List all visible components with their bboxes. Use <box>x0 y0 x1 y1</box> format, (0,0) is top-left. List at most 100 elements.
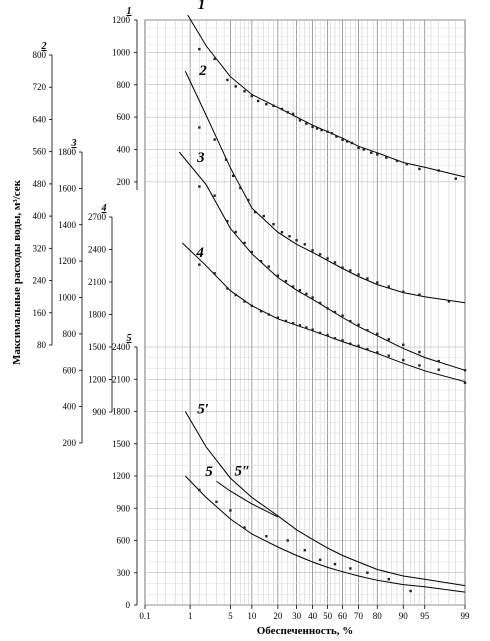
data-point <box>226 78 229 82</box>
data-point <box>305 326 308 329</box>
data-point <box>362 148 365 151</box>
data-point <box>366 571 369 574</box>
y-tick-label: 1000 <box>58 293 77 303</box>
data-point <box>349 319 352 323</box>
y-tick-label: 720 <box>33 82 47 92</box>
data-point <box>447 300 451 303</box>
y-tick-label: 480 <box>33 179 47 189</box>
x-tick-label: 30 <box>292 611 302 621</box>
x-tick-label: 50 <box>323 611 333 621</box>
data-point <box>276 274 280 277</box>
curve-4 <box>182 242 466 383</box>
y-tick-label: 1500 <box>88 342 107 352</box>
data-point <box>318 253 322 256</box>
y-tick-label: 2400 <box>88 245 107 255</box>
y-tick-label: 900 <box>117 503 131 513</box>
data-point <box>267 265 271 268</box>
data-point <box>272 104 275 108</box>
data-point <box>350 141 354 145</box>
data-point <box>298 289 302 292</box>
y-tick-label: 1000 <box>112 47 131 57</box>
data-point <box>387 285 390 288</box>
data-point <box>402 290 405 294</box>
y-tick-label: 400 <box>63 402 77 412</box>
y-tick-label: 400 <box>33 211 47 221</box>
y-tick-label: 1600 <box>58 183 77 193</box>
data-point <box>376 351 379 354</box>
data-point <box>276 316 280 319</box>
data-point <box>330 132 334 135</box>
y-axis-id: 5 <box>127 333 132 344</box>
data-point <box>437 359 440 363</box>
x-tick-label: 10 <box>247 611 257 621</box>
data-point <box>318 301 322 305</box>
y-tick-label: 800 <box>117 80 131 90</box>
data-point <box>295 239 298 242</box>
curve-3 <box>178 151 466 371</box>
data-point <box>349 342 352 345</box>
curve-label-1: 1 <box>198 0 206 13</box>
data-point <box>349 269 352 272</box>
y-tick-label: 800 <box>63 329 77 339</box>
data-point <box>341 266 344 269</box>
y-tick-label: 2100 <box>88 277 107 287</box>
data-point <box>280 231 284 234</box>
data-point <box>402 358 405 362</box>
y-tick-label: 160 <box>33 308 47 318</box>
curves <box>178 14 466 593</box>
curve-1 <box>187 14 466 178</box>
data-point <box>234 85 237 88</box>
data-point <box>454 177 457 180</box>
curve-label-5′: 5′ <box>197 402 209 418</box>
data-point <box>256 99 260 103</box>
data-point <box>259 259 263 263</box>
data-point <box>243 90 246 93</box>
y-axis-id: 3 <box>71 138 77 149</box>
data-point <box>402 343 405 346</box>
data-point <box>234 293 237 297</box>
x-tick-label: 70 <box>354 611 364 621</box>
data-point <box>335 135 338 138</box>
data-point <box>198 488 201 492</box>
x-tick-label: 40 <box>308 611 318 621</box>
data-point <box>286 111 289 114</box>
data-point <box>284 319 288 323</box>
curve-label-3: 3 <box>196 150 205 166</box>
data-point <box>280 107 284 111</box>
data-point <box>198 126 201 129</box>
y-axis-id: 2 <box>41 41 47 52</box>
data-point <box>376 153 379 156</box>
data-point <box>239 186 242 190</box>
data-point <box>288 235 291 238</box>
x-tick-label: 99 <box>461 611 471 621</box>
plot-grid <box>144 19 466 606</box>
data-point <box>291 285 295 288</box>
data-point <box>318 558 322 562</box>
data-point <box>303 548 307 552</box>
y-tick-label: 1400 <box>58 220 77 230</box>
data-point <box>341 138 344 142</box>
x-tick-label: 80 <box>373 611 383 621</box>
data-point <box>213 138 216 141</box>
data-point <box>226 219 229 223</box>
data-point <box>298 324 302 327</box>
y-axis-5: 5 0 300 600 900 1200 1500 1800 2100 2400 <box>112 333 138 610</box>
data-point <box>305 292 308 296</box>
y-tick-label: 2100 <box>112 374 131 384</box>
y-tick-label: 1200 <box>112 471 131 481</box>
y-tick-label: 400 <box>117 145 131 155</box>
data-point <box>265 102 268 106</box>
y-tick-label: 1200 <box>58 256 77 266</box>
curve-label-5″: 5″ <box>234 463 250 479</box>
curve-label-4: 4 <box>195 245 204 261</box>
y-tick-label: 1200 <box>88 375 107 385</box>
y-axis-3: 3 200 400 600 800 1000 1200 1400 1600 1800 <box>58 138 83 448</box>
data-point <box>376 281 379 284</box>
data-point <box>437 169 440 172</box>
data-point <box>395 159 399 163</box>
curve-5′ <box>184 411 466 587</box>
data-point <box>243 300 246 303</box>
y-axes: 1200400600800100012002801602403204004805… <box>33 6 138 610</box>
x-tick-label: 5 <box>228 611 233 621</box>
data-point <box>418 364 421 367</box>
